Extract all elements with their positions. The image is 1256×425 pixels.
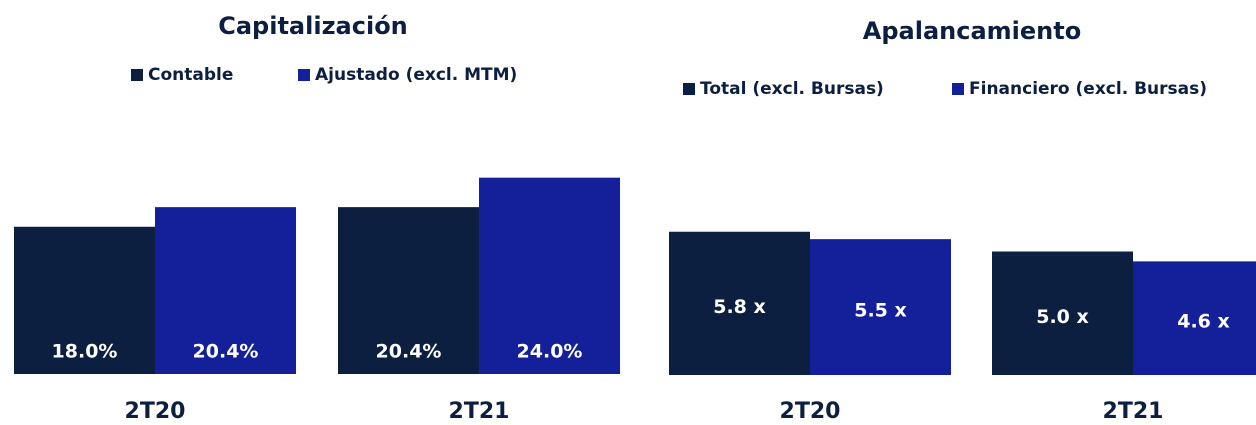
category-label: 2T20 — [125, 399, 186, 424]
legend-label: Ajustado (excl. MTM) — [315, 65, 517, 85]
value-label: 18.0% — [52, 341, 118, 363]
value-label: 5.0 x — [1036, 306, 1089, 328]
value-label: 4.6 x — [1177, 311, 1230, 333]
value-label: 20.4% — [193, 341, 259, 363]
value-label: 20.4% — [376, 341, 442, 363]
chart-title: Capitalización — [218, 12, 408, 40]
legend-label: Total (excl. Bursas) — [700, 79, 884, 99]
value-label: 5.5 x — [854, 300, 907, 322]
category-label: 2T20 — [780, 399, 841, 424]
legend-swatch — [952, 83, 964, 95]
value-label: 5.8 x — [713, 296, 766, 318]
bar — [669, 231, 810, 375]
bar — [338, 207, 479, 374]
bar — [1133, 261, 1256, 375]
legend-swatch — [683, 83, 695, 95]
legend-swatch — [298, 69, 310, 81]
category-label: 2T21 — [1103, 399, 1164, 424]
legend-swatch — [131, 69, 143, 81]
category-label: 2T21 — [449, 399, 510, 424]
legend-label: Contable — [148, 65, 233, 85]
bar — [155, 207, 296, 374]
bar — [992, 251, 1133, 375]
legend-label: Financiero (excl. Bursas) — [969, 79, 1207, 99]
bar — [14, 226, 155, 374]
bar — [810, 239, 951, 375]
bar — [479, 177, 620, 374]
chart-title: Apalancamiento — [863, 17, 1081, 45]
value-label: 24.0% — [517, 341, 583, 363]
